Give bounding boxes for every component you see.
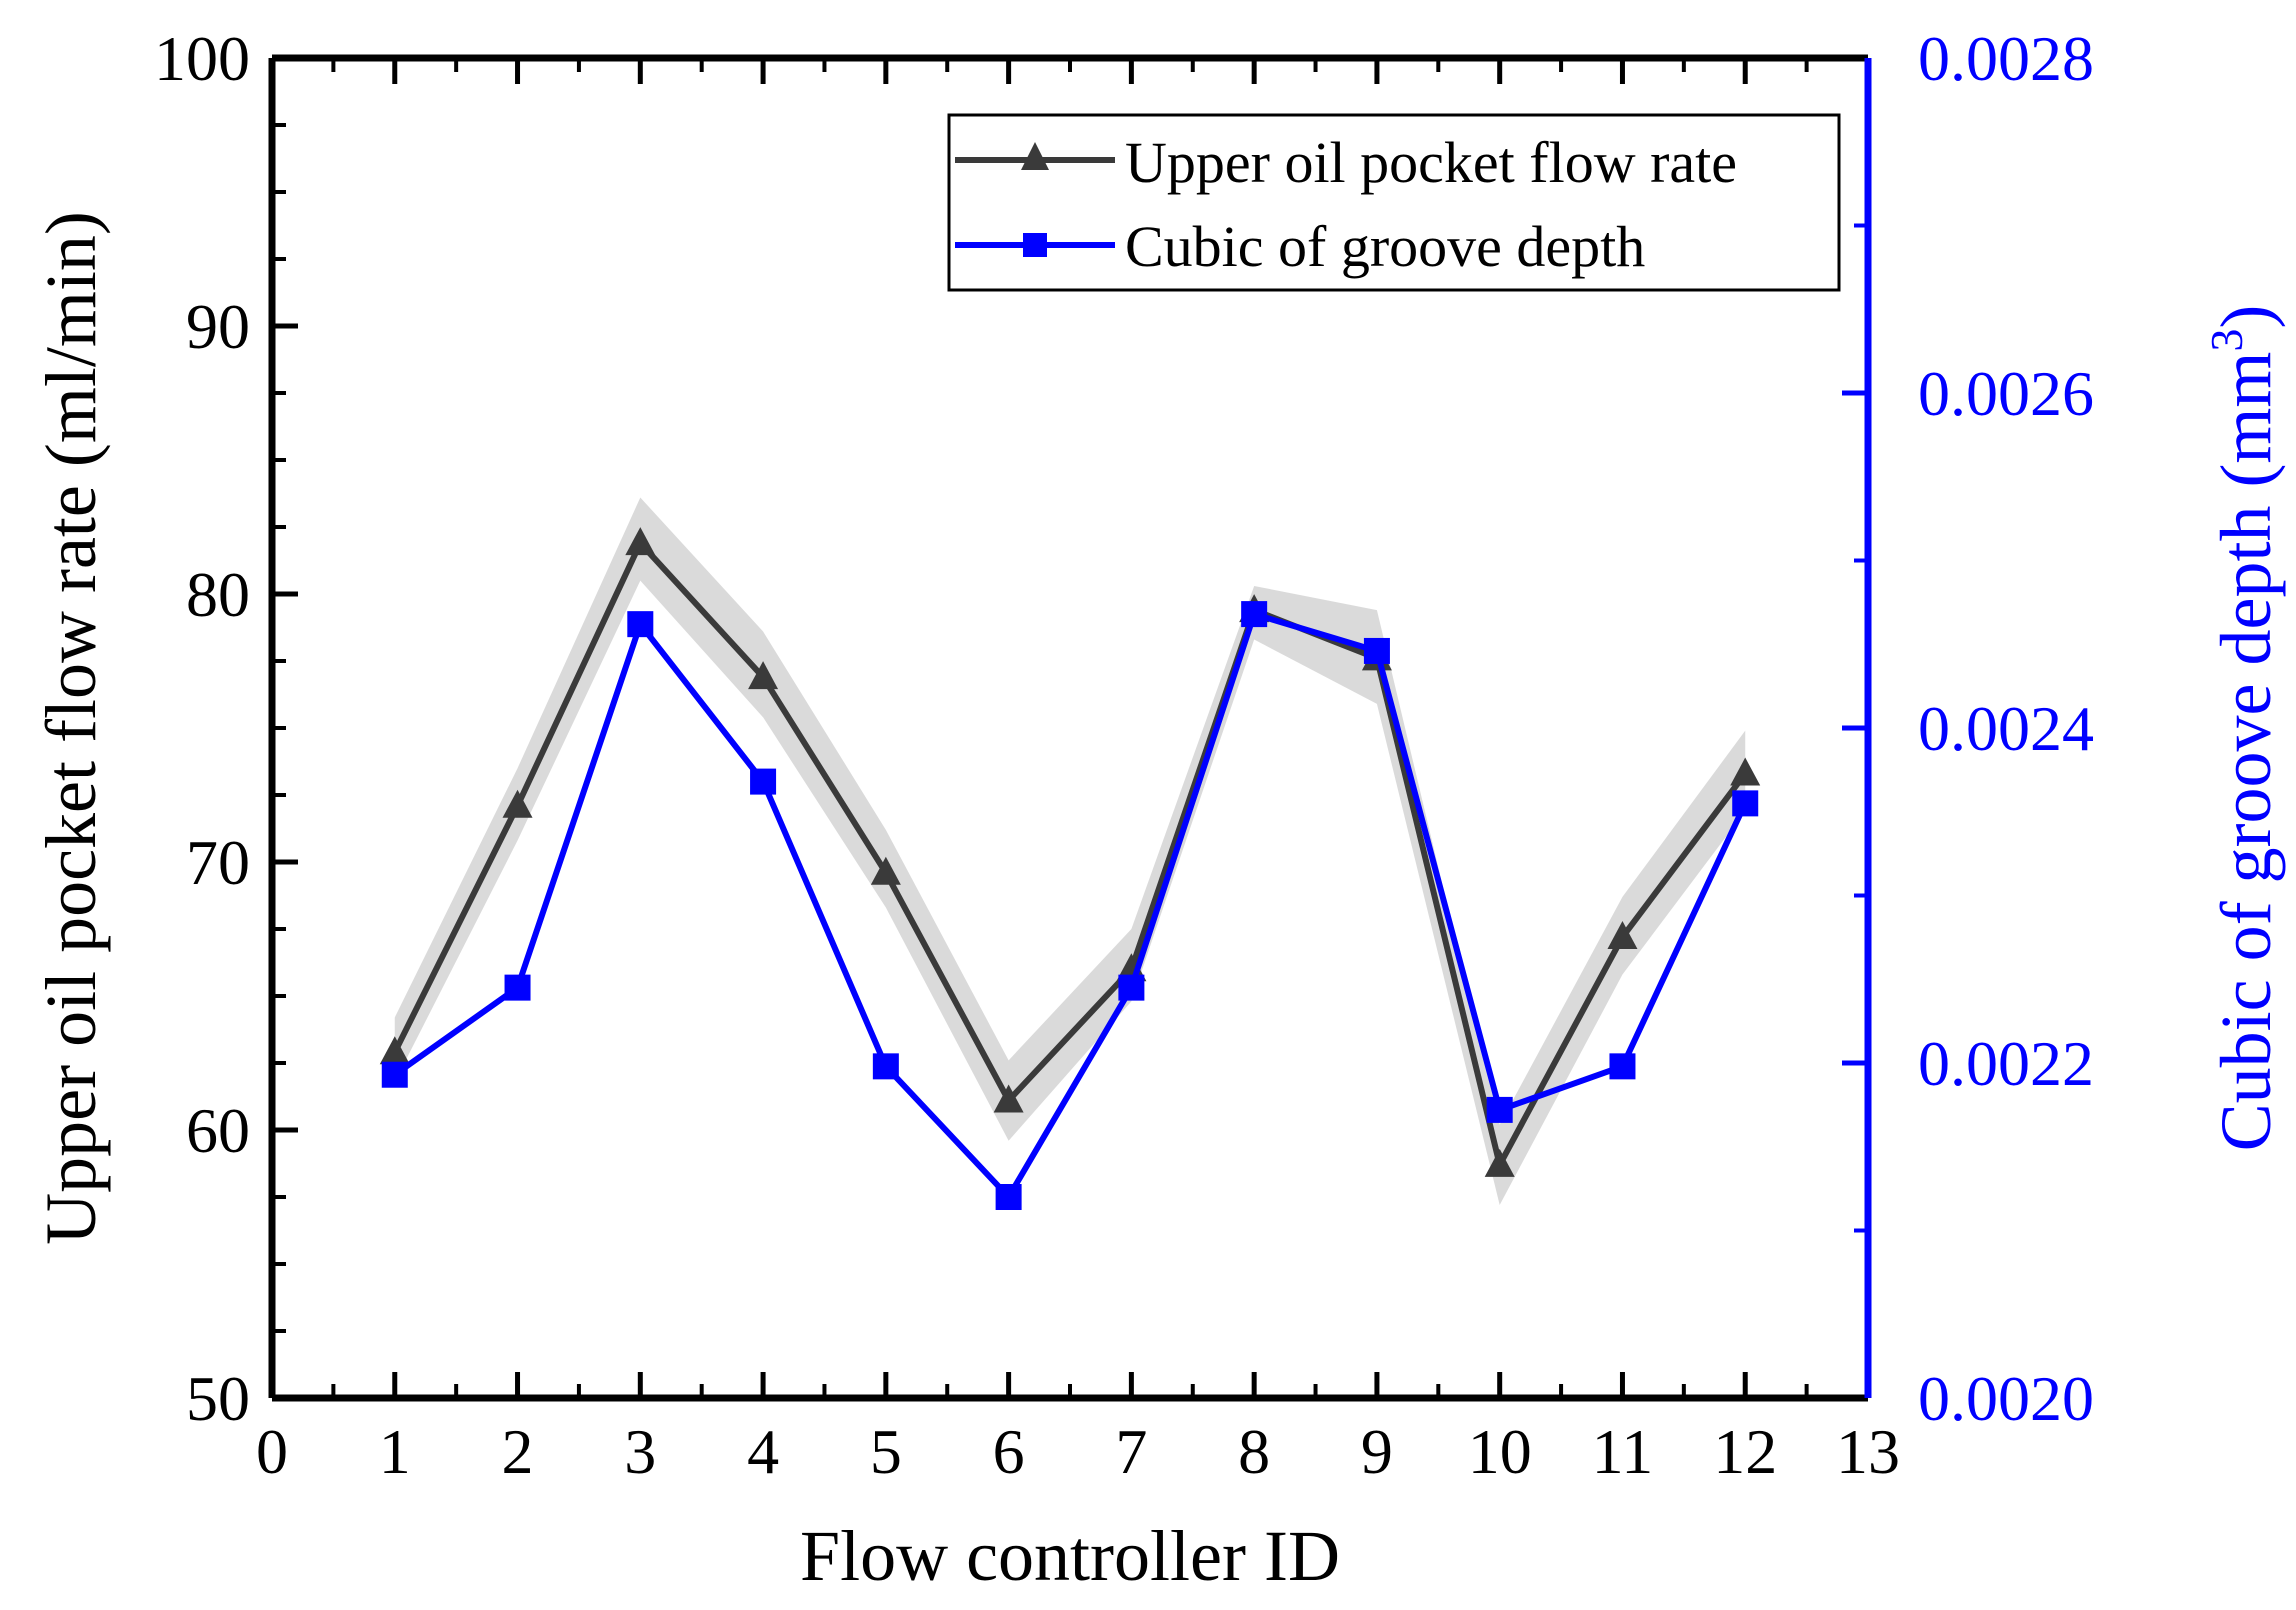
flow-rate-line xyxy=(392,540,1748,1168)
flow-rate-error-band xyxy=(394,497,1746,1206)
groove-depth-point xyxy=(1363,637,1390,664)
flow-rate-point xyxy=(379,1036,410,1065)
y-tick-label: 60 xyxy=(186,1095,250,1166)
x-tick-label: 5 xyxy=(870,1416,902,1487)
groove-depth-point xyxy=(381,1061,408,1088)
tick-label-layer: 0 1 2 3 4 5 6 7 8 9 10 11 12 1350607080901000.00200.0… xyxy=(154,23,2094,1487)
x-tick-label: 2 xyxy=(502,1416,534,1487)
x-tick-label: 6 xyxy=(993,1416,1025,1487)
flow-rate-point xyxy=(502,789,533,818)
groove-depth-point xyxy=(750,768,777,795)
groove-depth-point xyxy=(1118,974,1145,1001)
legend-label-groove-depth: Cubic of groove depth xyxy=(1125,214,1645,279)
groove-depth-point xyxy=(1609,1053,1636,1080)
x-axis-title: Flow controller ID xyxy=(800,1516,1340,1596)
y2-tick-label: 0.0020 xyxy=(1918,1363,2094,1434)
groove-depth-point xyxy=(504,974,531,1001)
flow-rate-point xyxy=(1607,921,1638,950)
groove-depth-point xyxy=(1241,601,1268,628)
y-tick-label: 70 xyxy=(186,827,250,898)
confidence-band-layer xyxy=(394,497,1746,1206)
y2-axis-title: Cubic of groove depth (mm3) xyxy=(2201,305,2286,1152)
groove-depth-point xyxy=(627,611,654,638)
flow-rate-point xyxy=(870,856,901,885)
y-tick-label: 50 xyxy=(186,1363,250,1434)
y2-tick-label: 0.0028 xyxy=(1918,23,2094,94)
x-tick-label: 0 xyxy=(256,1416,288,1487)
flow-rate-point xyxy=(993,1084,1024,1113)
y-axis-title: Upper oil pocket flow rate (ml/min) xyxy=(31,211,111,1245)
flow-rate-point xyxy=(625,527,656,556)
y2-tick-label: 0.0022 xyxy=(1918,1028,2094,1099)
y-tick-label: 100 xyxy=(154,23,250,94)
y2-tick-label: 0.0024 xyxy=(1918,693,2094,764)
x-tick-label: 1 xyxy=(379,1416,411,1487)
y2-axis-title-close: ) xyxy=(2206,305,2286,329)
groove-depth-point xyxy=(995,1184,1022,1210)
x-tick-label: 4 xyxy=(747,1416,779,1487)
legend-marker-square xyxy=(1023,233,1047,257)
y-tick-label: 80 xyxy=(186,559,250,630)
legend: Upper oil pocket flow rate Cubic of groo… xyxy=(947,113,1841,292)
x-tick-label: 3 xyxy=(624,1416,656,1487)
groove-depth-point xyxy=(872,1053,899,1080)
x-tick-label: 11 xyxy=(1592,1416,1654,1487)
groove-depth-point xyxy=(1486,1096,1513,1123)
flow-rate-point xyxy=(748,661,779,690)
flow-rate-point xyxy=(1484,1148,1515,1177)
legend-label-flow-rate: Upper oil pocket flow rate xyxy=(1125,130,1737,195)
y-tick-label: 90 xyxy=(186,291,250,362)
series-layer xyxy=(379,527,1761,1210)
x-tick-label: 7 xyxy=(1115,1416,1147,1487)
x-tick-label: 9 xyxy=(1361,1416,1393,1487)
flow-rate-point xyxy=(1730,757,1761,786)
y2-axis-title-superscript: 3 xyxy=(2201,329,2252,352)
legend-box xyxy=(947,113,1841,292)
y2-axis-title-base: Cubic of groove depth (mm xyxy=(2206,352,2286,1152)
legend-marker-triangle xyxy=(1021,142,1049,170)
groove-depth-point xyxy=(1732,790,1759,817)
x-tick-label: 13 xyxy=(1836,1416,1900,1487)
x-tick-label: 12 xyxy=(1713,1416,1777,1487)
x-tick-label: 10 xyxy=(1468,1416,1532,1487)
y2-tick-label: 0.0026 xyxy=(1918,358,2094,429)
groove-depth-line xyxy=(393,611,1748,1200)
x-tick-label: 8 xyxy=(1238,1416,1270,1487)
